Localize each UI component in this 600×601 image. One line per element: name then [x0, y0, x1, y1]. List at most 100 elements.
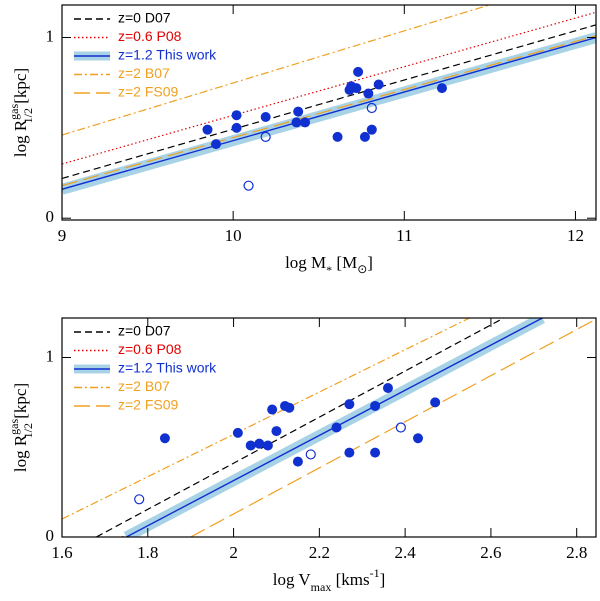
- label-part: log M: [285, 253, 326, 272]
- data-point: [370, 400, 381, 411]
- data-point: [359, 131, 370, 142]
- data-point: [231, 110, 242, 121]
- x-tick-label: 12: [567, 226, 584, 245]
- label-part: [M: [332, 253, 357, 272]
- data-point: [344, 447, 355, 458]
- data-point: [262, 440, 273, 451]
- legend-label: z=0.6 P08: [118, 28, 182, 44]
- x-tick-label: 2.4: [395, 543, 417, 562]
- x-tick-label: 11: [396, 226, 412, 245]
- label-part: log R: [11, 434, 30, 472]
- x-tick-label: 9: [58, 226, 67, 245]
- data-point: [291, 117, 302, 128]
- legend-label: z=0 D07: [118, 10, 171, 26]
- axes-frame: [61, 4, 597, 221]
- label-part: max: [311, 580, 332, 594]
- data-point: [332, 131, 343, 142]
- x-tick-label: 10: [225, 226, 242, 245]
- data-point: [260, 112, 271, 123]
- data-point: [254, 438, 265, 449]
- open-point: [305, 449, 316, 460]
- axis-label: log M* [M⊙]: [285, 253, 373, 277]
- y-tick-label: 1: [46, 26, 55, 45]
- label-part: [kpc]: [11, 383, 30, 423]
- label-part: -1: [370, 566, 380, 580]
- plot-area: [62, 318, 596, 537]
- label-part: [kpc]: [11, 68, 30, 108]
- data-point: [344, 84, 355, 95]
- data-point: [353, 66, 364, 77]
- plot-area: [62, 5, 596, 195]
- label-part: gas: [7, 104, 21, 120]
- model-line: [62, 5, 492, 136]
- model-line: [62, 35, 596, 187]
- x-tick-label: 2.8: [566, 543, 587, 562]
- x-tick-label: 2.6: [480, 543, 501, 562]
- data-point: [292, 456, 303, 467]
- data-point: [231, 122, 242, 133]
- label-part: ⊙: [357, 262, 367, 276]
- model-line: [62, 24, 596, 180]
- data-point: [211, 139, 222, 150]
- data-point: [300, 117, 311, 128]
- axis-label: log Rgas1/2 [kpc]: [7, 68, 35, 157]
- data-point: [293, 106, 304, 117]
- data-point: [413, 433, 423, 444]
- x-tick-label: 2: [229, 543, 238, 562]
- open-point: [243, 180, 254, 191]
- data-point: [430, 397, 441, 408]
- x-tick-label: 2.2: [309, 543, 330, 562]
- label-part: *: [326, 263, 332, 277]
- data-point: [245, 440, 256, 451]
- data-point: [436, 83, 447, 94]
- legend-label: z=2 B07: [118, 65, 170, 81]
- legend-label: z=0.6 P08: [118, 341, 182, 357]
- axes-frame: [61, 317, 597, 538]
- x-tick-label: 1.8: [137, 543, 158, 562]
- label-part: log V: [273, 570, 312, 589]
- label-part: 1/2: [21, 423, 35, 438]
- label-part: 1/2: [21, 108, 35, 123]
- legend-label: z=2 FS09: [118, 84, 179, 100]
- legend-label: z=2 B07: [118, 378, 170, 394]
- axis-label: log Vmax [kms-1]: [273, 566, 386, 594]
- data-point: [344, 399, 355, 410]
- legend-label: z=1.2 This work: [118, 47, 217, 63]
- open-point: [260, 131, 271, 142]
- data-point: [382, 383, 393, 394]
- model-line: [96, 318, 505, 537]
- legend-label: z=0 D07: [118, 323, 171, 339]
- label-part: [kms: [331, 570, 369, 589]
- label-part: gas: [7, 419, 21, 435]
- data-point: [331, 422, 342, 433]
- model-line: [62, 11, 596, 165]
- model-line: [190, 318, 596, 537]
- data-point: [363, 88, 374, 99]
- model-line: [62, 36, 596, 190]
- data-point: [232, 427, 243, 438]
- y-tick-label: 0: [46, 207, 55, 226]
- label-part: ]: [380, 570, 386, 589]
- open-point: [366, 102, 377, 114]
- open-point: [395, 422, 406, 433]
- data-point: [267, 404, 278, 415]
- legend-label: z=2 FS09: [118, 397, 179, 413]
- open-point: [134, 494, 145, 505]
- data-point: [202, 124, 213, 135]
- data-point: [373, 79, 384, 90]
- data-point: [284, 402, 295, 413]
- panel: 9 10 11 12 0 1 log M* [M⊙] log Rgas1/2 [kpc] z=0…: [7, 4, 597, 277]
- data-point: [366, 124, 377, 135]
- x-tick-label: 1.6: [51, 543, 72, 562]
- y-tick-label: 1: [46, 346, 55, 365]
- data-point: [159, 433, 170, 444]
- legend-label: z=1.2 This work: [118, 360, 217, 376]
- model-line: [62, 318, 470, 520]
- data-point: [370, 447, 381, 458]
- label-part: ]: [367, 253, 373, 272]
- axis-label: log Rgas1/2 [kpc]: [7, 383, 35, 472]
- label-part: log R: [11, 119, 30, 157]
- y-tick-label: 0: [46, 526, 55, 545]
